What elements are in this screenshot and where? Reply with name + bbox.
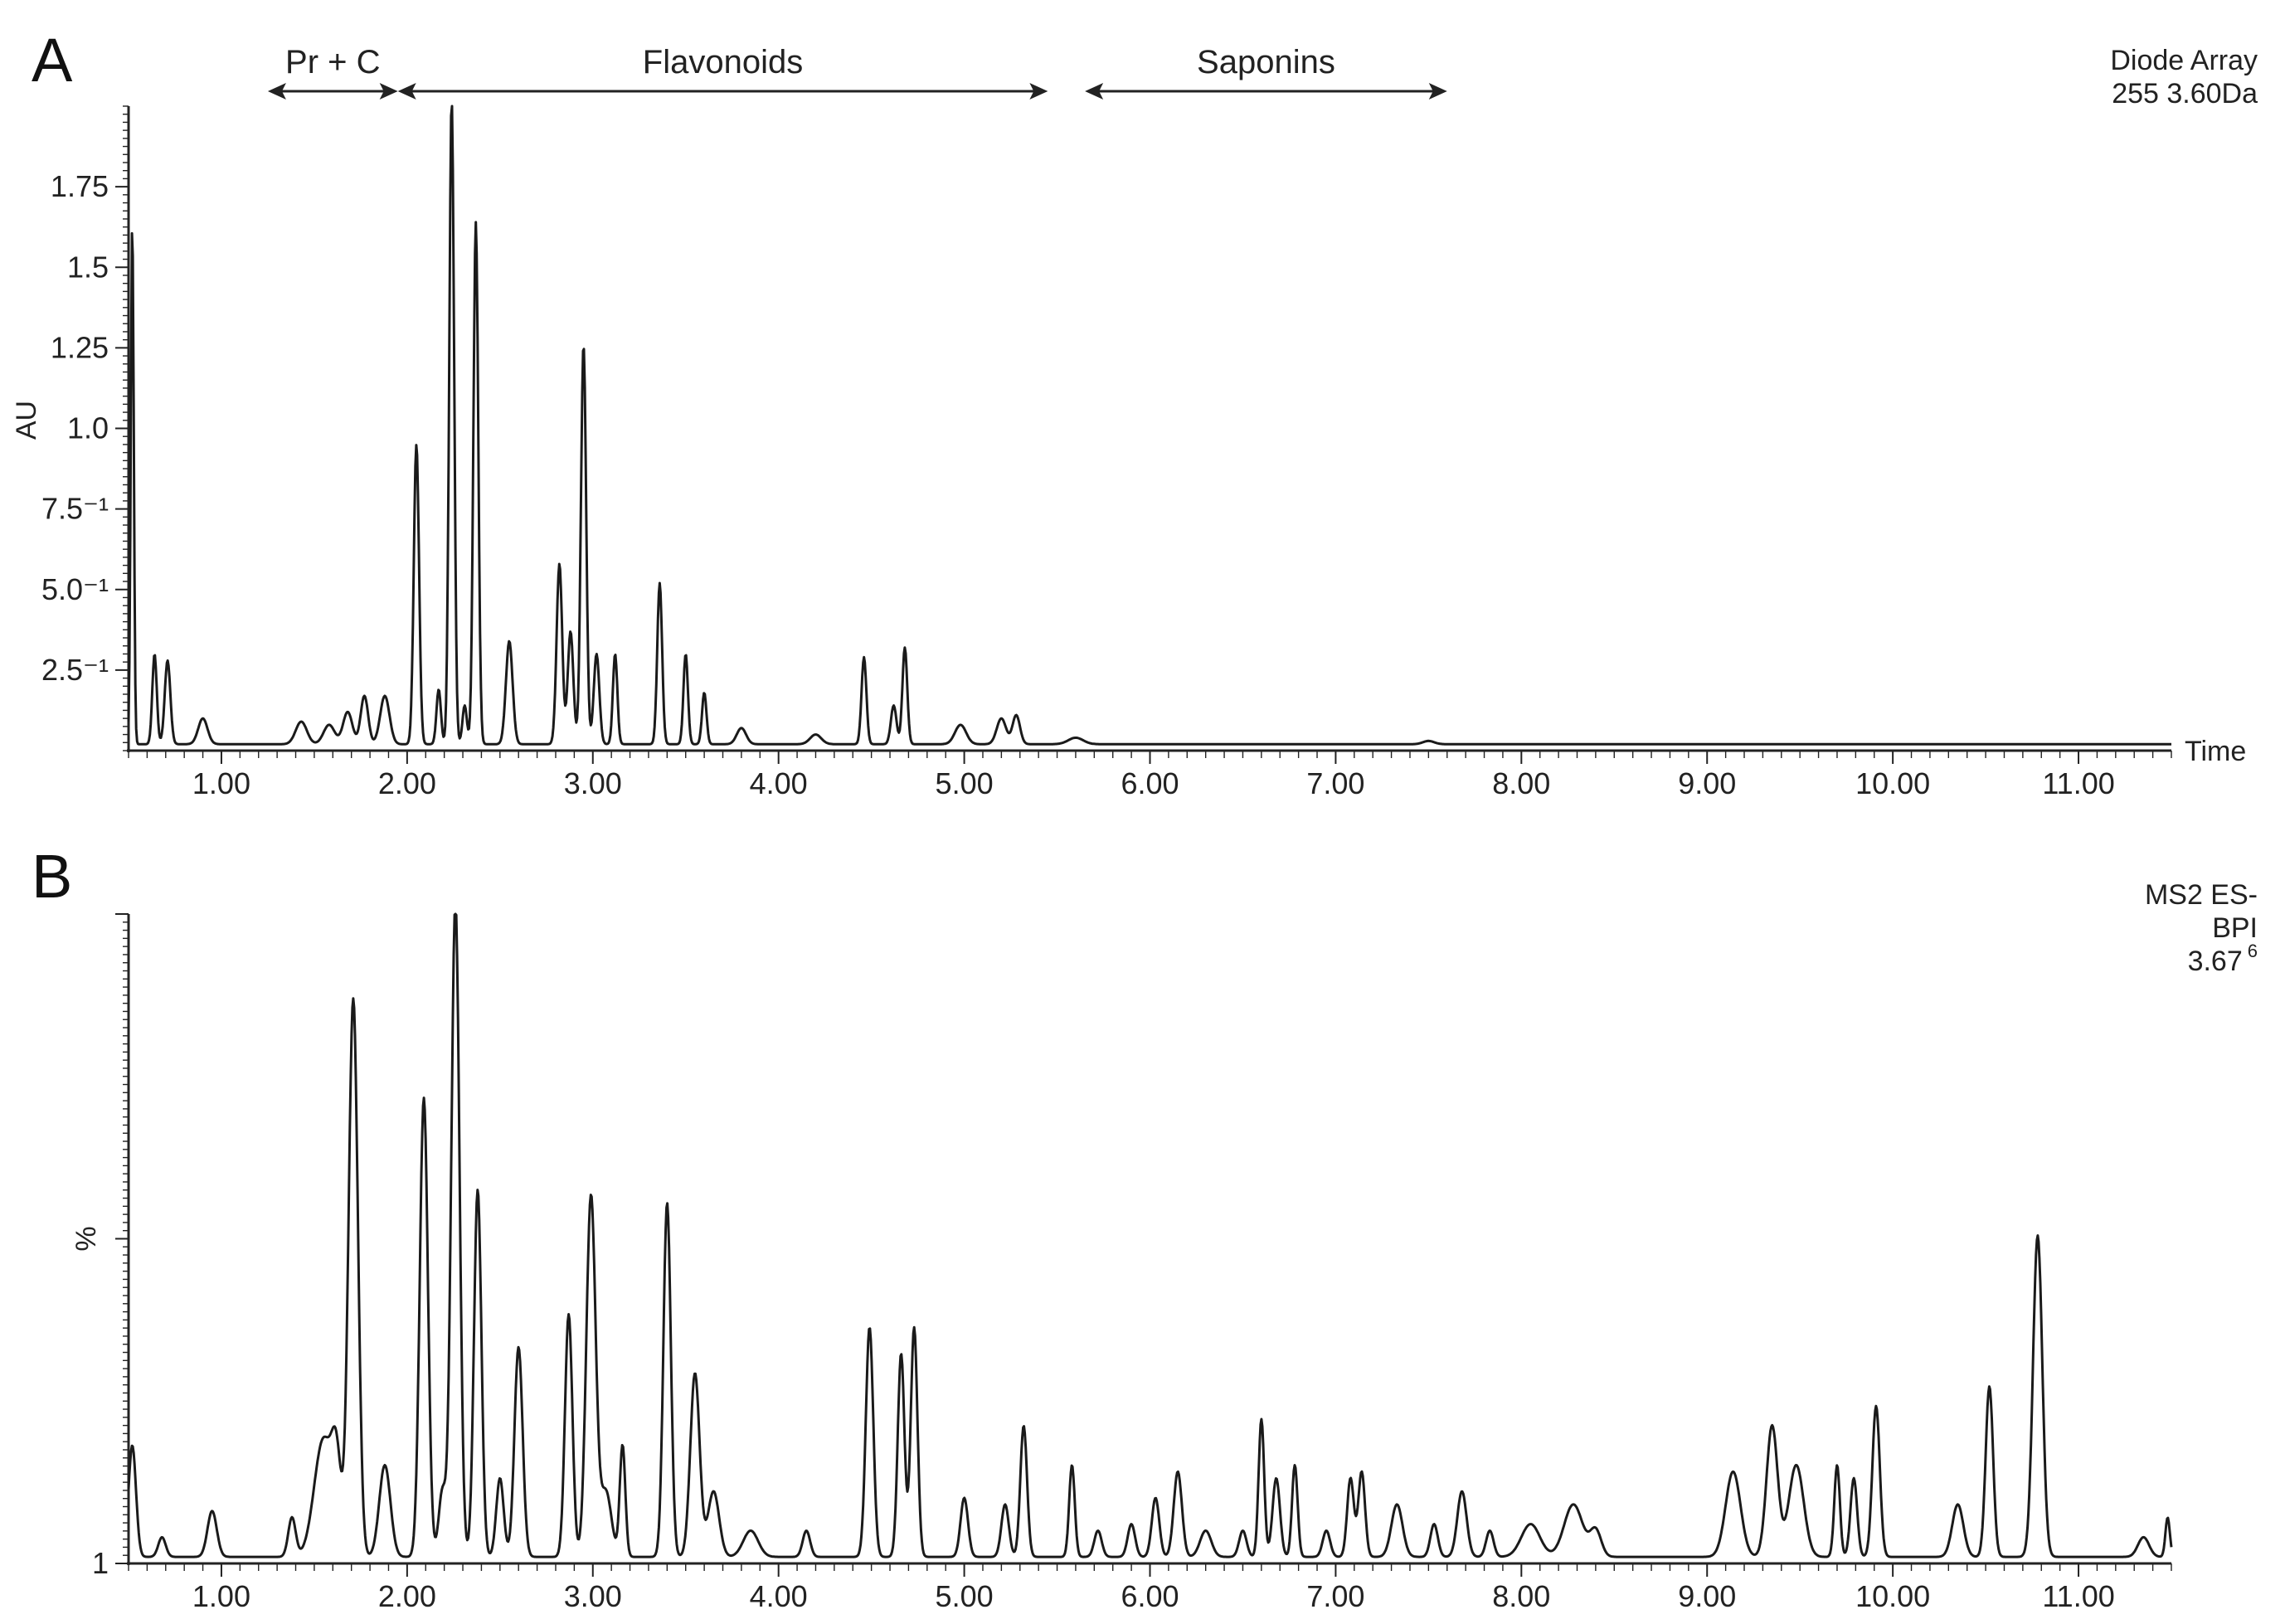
chromatogram-trace [127, 912, 2173, 1558]
x-tick-label: 5.00 [936, 1579, 994, 1613]
x-tick-label: 1.00 [192, 766, 250, 800]
intensity-exponent: 6 [2248, 941, 2258, 961]
region-annotation: Pr + C [267, 44, 398, 100]
x-tick-label: 2.00 [378, 766, 436, 800]
x-tick-label: 8.00 [1492, 1579, 1550, 1613]
arrow-head-right [1029, 83, 1048, 100]
x-tick-label: 11.00 [2042, 1579, 2114, 1613]
panel-letter: B [32, 842, 72, 911]
x-tick-label: 6.00 [1121, 1579, 1179, 1613]
panel-b: B 1.00 2.00 3.00 4.00 5.00 6.00 7.00 8.00 9.00 10.… [32, 842, 2258, 1613]
y-tick-label: 5.0⁻¹ [41, 572, 109, 606]
arrow-head-left [267, 83, 286, 100]
x-tick-label: 9.00 [1678, 766, 1736, 800]
y-tick-label: 1 [92, 1546, 109, 1580]
x-tick-label: 11.00 [2042, 766, 2114, 800]
detector-info: 255 3.60Da [2112, 78, 2258, 109]
region-label: Pr + C [285, 44, 380, 80]
region-annotation: Flavonoids [397, 44, 1048, 100]
x-tick-label: 2.00 [378, 1579, 436, 1613]
panel-letter: A [32, 26, 73, 95]
x-tick-label: 5.00 [936, 766, 994, 800]
x-axis-label: Time [2185, 736, 2246, 767]
y-tick-label: 1.75 [51, 169, 109, 203]
panel-a: A 1.00 2.00 3.00 4.00 5.00 6.00 7.00 8.00 9.00 10.… [11, 26, 2258, 800]
bpi-label: BPI [2212, 912, 2258, 944]
x-tick-label: 10.00 [1855, 766, 1930, 800]
y-tick-label: 1.25 [51, 330, 109, 364]
ms-mode-label: MS2 ES- [2145, 879, 2258, 911]
arrow-head-right [1428, 83, 1447, 100]
x-tick-label: 8.00 [1492, 766, 1550, 800]
y-axis-label: % [70, 1226, 102, 1251]
region-label: Saponins [1197, 44, 1335, 80]
x-tick-label: 4.00 [750, 766, 808, 800]
y-tick-label: 2.5⁻¹ [41, 653, 109, 687]
x-tick-label: 7.00 [1306, 766, 1364, 800]
arrow-head-left [1085, 83, 1104, 100]
chromatogram-trace [127, 105, 2172, 746]
intensity-value: 3.67 [2188, 946, 2243, 977]
y-tick-label: 1.0 [67, 411, 109, 445]
region-label: Flavonoids [643, 44, 803, 80]
y-tick-label: 1.5 [67, 250, 109, 284]
y-axis-label: AU [11, 401, 42, 440]
arrow-head-right [379, 83, 398, 100]
detector-info: Diode Array [2110, 45, 2258, 76]
region-annotation: Saponins [1085, 44, 1447, 100]
x-tick-label: 6.00 [1121, 766, 1179, 800]
intensity-label: 3.67 6 [2188, 941, 2258, 977]
x-tick-label: 9.00 [1678, 1579, 1736, 1613]
x-tick-label: 1.00 [192, 1579, 250, 1613]
y-tick-label: 7.5⁻¹ [41, 492, 109, 526]
arrow-head-left [397, 83, 416, 100]
x-tick-label: 4.00 [750, 1579, 808, 1613]
x-tick-label: 10.00 [1855, 1579, 1930, 1613]
x-tick-label: 3.00 [564, 1579, 622, 1613]
x-tick-label: 3.00 [564, 766, 622, 800]
x-tick-label: 7.00 [1306, 1579, 1364, 1613]
